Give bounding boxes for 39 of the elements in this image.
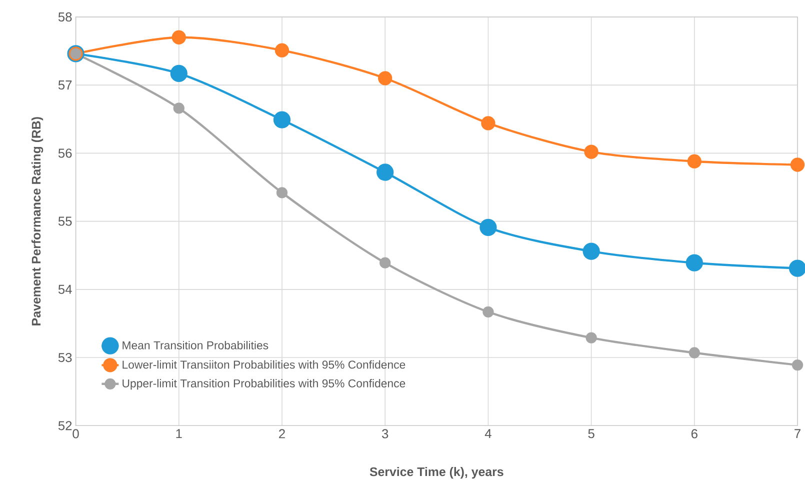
point <box>173 102 184 114</box>
point <box>686 254 703 272</box>
legend-label: Upper-limit Transition Probabilities with 95% Confidence <box>122 378 406 390</box>
y-tick-label: 58 <box>58 12 72 22</box>
point <box>688 346 700 358</box>
point <box>274 43 290 58</box>
point <box>376 163 394 181</box>
y-axis-title: Pavement Performance Rating (RB) <box>31 116 44 326</box>
point <box>172 30 186 44</box>
point <box>481 116 496 130</box>
point <box>378 70 392 86</box>
y-tick-label: 55 <box>58 216 72 226</box>
point <box>273 111 291 128</box>
x-tick-label: 7 <box>794 428 800 438</box>
x-axis-title: Service Time (k), years <box>370 466 504 478</box>
x-tick-label: 0 <box>72 428 79 438</box>
point <box>380 257 391 268</box>
point <box>586 332 597 344</box>
x-tick-label: 3 <box>382 428 388 438</box>
point <box>687 154 702 168</box>
legend-label: Lower-limit Transiiton Probabilities with 95% Confidence <box>122 360 406 368</box>
x-tick-label: 5 <box>588 428 594 438</box>
y-tick-label: 54 <box>58 284 72 294</box>
y-tick-label: 56 <box>58 148 72 158</box>
point <box>792 359 804 370</box>
point <box>480 218 497 236</box>
y-tick-label: 53 <box>58 352 72 362</box>
point <box>170 64 188 82</box>
x-tick-label: 4 <box>484 428 492 438</box>
point <box>584 144 598 159</box>
y-tick-label: 52 <box>58 420 72 430</box>
y-tick-label: 57 <box>58 80 72 90</box>
x-tick-label: 2 <box>279 428 285 438</box>
point <box>276 186 288 198</box>
x-tick-label: 6 <box>691 428 698 438</box>
x-tick-label: 1 <box>176 428 182 438</box>
point <box>582 242 600 260</box>
legend-label: Mean Transition Probabilities <box>122 340 268 350</box>
point <box>482 306 494 318</box>
